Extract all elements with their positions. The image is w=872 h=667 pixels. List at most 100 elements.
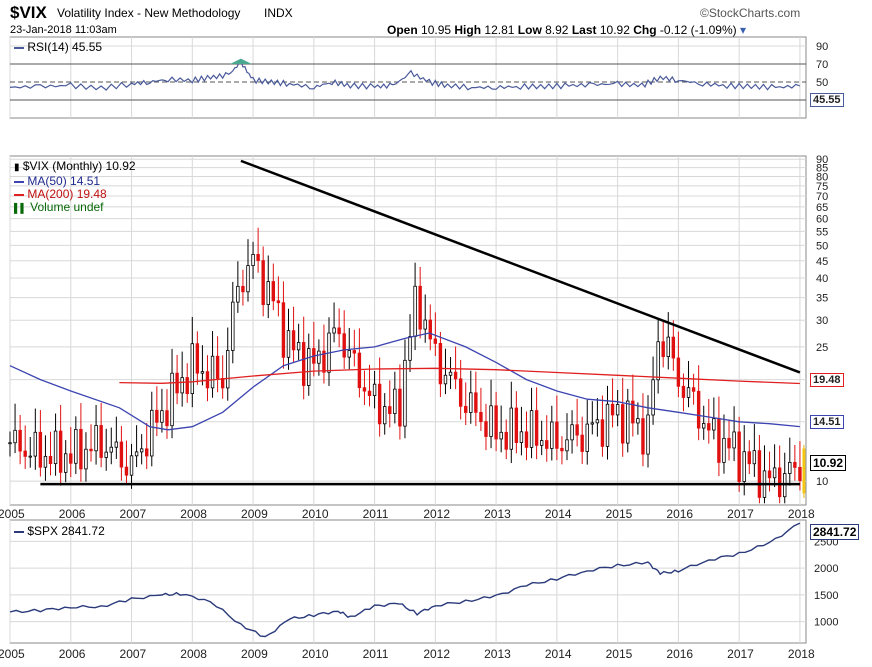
- vix-candle-body: [575, 424, 579, 436]
- vix-candle-body: [443, 374, 448, 385]
- vix-tick-label: 80: [816, 171, 828, 183]
- x-tick-label: 2014: [545, 507, 572, 521]
- x-tick-label: 2011: [363, 507, 389, 521]
- candle-icon: ▮: [14, 162, 20, 173]
- vix-candle-body: [200, 371, 205, 374]
- x-tick-label: 2010: [302, 507, 329, 521]
- vix-candle-body: [560, 447, 564, 452]
- vix-tick-label: 50: [816, 240, 828, 252]
- last-label: Last: [571, 23, 597, 37]
- vix-candle-body: [236, 285, 240, 303]
- vix-candle-body: [479, 411, 483, 422]
- trendline: [240, 159, 801, 374]
- x-tick-label: 2016: [666, 507, 693, 521]
- ma200-value-tag: 19.48: [810, 373, 844, 387]
- vix-candle-body: [266, 281, 270, 305]
- vix-candle-body: [69, 453, 73, 464]
- vix-candle-body: [388, 406, 392, 415]
- vix-candle-body: [276, 300, 281, 304]
- low-label: Low: [517, 23, 542, 37]
- vix-candle-body: [423, 319, 427, 330]
- vix-candle-body: [170, 372, 174, 427]
- volume-bars-icon: ▌▌: [14, 203, 27, 213]
- vix-candle-body: [38, 431, 43, 468]
- vix-candle-body: [484, 421, 488, 437]
- vix-candle-body: [448, 371, 453, 376]
- ma200-legend-text: MA(200) 19.48: [27, 187, 107, 201]
- vix-candle-body: [352, 350, 357, 354]
- x-tick-label: 2017: [727, 647, 754, 661]
- x-tick-label: 2017: [727, 507, 754, 521]
- open-label: Open: [387, 23, 418, 37]
- vix-candle-body: [489, 405, 493, 437]
- vix-candle-body: [600, 419, 605, 447]
- vix-tick-label: 45: [816, 256, 828, 268]
- vix-candle-body: [646, 414, 650, 455]
- vix-candle-body: [691, 387, 696, 392]
- vix-candle-body: [788, 461, 792, 474]
- vix-candle-body: [271, 281, 276, 302]
- vix-candle-body: [377, 383, 382, 425]
- vix-candle-body: [155, 409, 159, 423]
- vix-candle-body: [180, 377, 184, 394]
- vix-candle-body: [129, 455, 134, 476]
- last-value-tag: 10.92: [810, 455, 847, 471]
- rsi-tick-label: 90: [816, 41, 828, 53]
- vix-candle-body: [322, 350, 326, 373]
- x-tick-label: 2013: [484, 507, 511, 521]
- vix-candle-body: [99, 425, 103, 458]
- chevron-down-icon[interactable]: ▾: [739, 23, 746, 37]
- vix-candle-body: [23, 450, 27, 457]
- open-value: 10.95: [421, 23, 452, 37]
- vix-candle-body: [539, 440, 544, 446]
- vix-candle-body: [727, 437, 731, 449]
- vix-candle-body: [545, 440, 549, 449]
- x-tick-label: 2015: [606, 647, 633, 661]
- vix-candle-body: [160, 410, 164, 423]
- vix-candle-body: [347, 350, 351, 358]
- x-tick-label: 2005: [0, 507, 25, 521]
- vix-candle-body: [656, 341, 660, 381]
- vix-tick-label: 70: [816, 191, 828, 203]
- volume-legend: ▌▌ Volume undef: [14, 200, 104, 214]
- vix-candle-body: [342, 333, 346, 358]
- x-tick-label: 2009: [241, 647, 268, 661]
- vix-candle-body: [226, 350, 230, 389]
- vix-candle-body: [33, 431, 38, 457]
- vix-candle-body: [605, 403, 610, 447]
- vix-candle-body: [757, 450, 762, 498]
- vix-candle-body: [641, 418, 645, 455]
- vix-candle-body: [717, 418, 721, 463]
- vix-candle-body: [534, 410, 539, 446]
- x-tick-label: 2015: [606, 507, 633, 521]
- vix-candle-body: [777, 467, 782, 498]
- ma50-swatch-icon: [14, 180, 24, 183]
- rsi-tick-label: 70: [816, 59, 828, 71]
- spx-value-tag: 2841.72: [810, 524, 860, 540]
- vix-candle-body: [671, 336, 676, 359]
- vix-candle-body: [686, 387, 691, 398]
- vix-candle-body: [580, 434, 584, 452]
- vix-candle-body: [610, 403, 615, 416]
- spx-tick-label: 1500: [814, 590, 838, 602]
- spx-swatch-icon: [14, 530, 24, 533]
- stockcharts-brand[interactable]: ©StockCharts.com: [700, 6, 801, 20]
- rsi-panel-frame: [9, 36, 807, 119]
- vix-candle-body: [458, 378, 463, 407]
- vix-tick-label: 75: [816, 181, 828, 193]
- vix-candle-body: [210, 355, 215, 389]
- vix-candle-body: [707, 423, 711, 431]
- vix-candle-body: [509, 407, 513, 450]
- vix-candle-body: [215, 355, 220, 379]
- exchange-label: INDX: [264, 6, 293, 20]
- spx-label: $SPX 2841.72: [14, 524, 105, 538]
- vix-candle-body: [74, 429, 78, 464]
- x-tick-label: 2005: [0, 647, 25, 661]
- ma50-value-tag: 14.51: [810, 415, 844, 429]
- vix-candle-body: [732, 431, 736, 449]
- vix-candle-body: [58, 430, 63, 473]
- vix-candle-body: [570, 424, 574, 441]
- vix-candle-body: [626, 400, 630, 444]
- vix-volume-highlight: [802, 448, 806, 494]
